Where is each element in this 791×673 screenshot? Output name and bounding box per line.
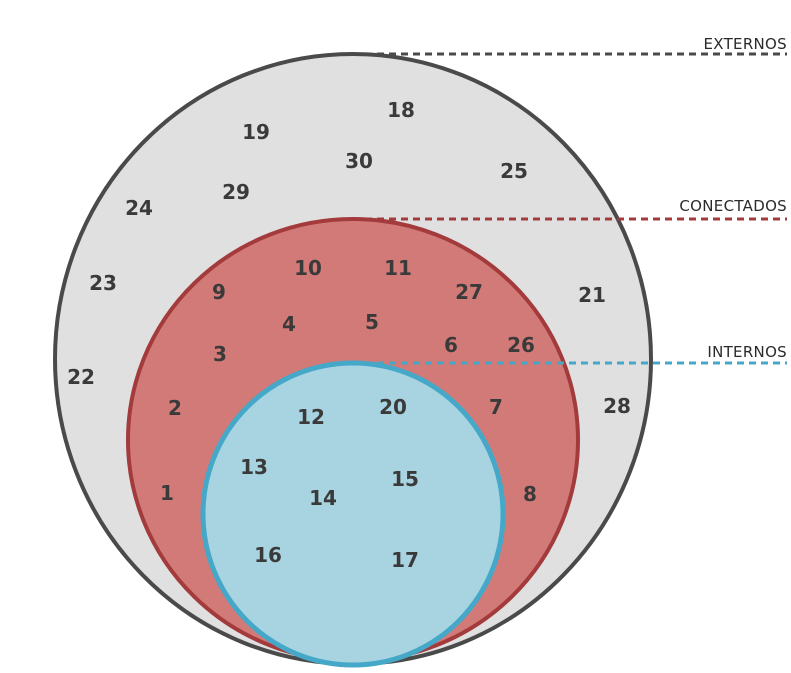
member-label: 28 <box>603 394 631 418</box>
member-label: 5 <box>365 310 379 334</box>
member-label: 24 <box>125 196 153 220</box>
member-label: 9 <box>212 280 226 304</box>
member-label: 17 <box>391 548 419 572</box>
member-label: 6 <box>444 333 458 357</box>
member-label: 7 <box>489 395 503 419</box>
member-label: 3 <box>213 342 227 366</box>
member-label: 18 <box>387 98 415 122</box>
member-label: 13 <box>240 455 268 479</box>
externos-label: EXTERNOS <box>703 35 787 53</box>
member-label: 15 <box>391 467 419 491</box>
member-label: 25 <box>500 159 528 183</box>
member-label: 16 <box>254 543 282 567</box>
member-label: 19 <box>242 120 270 144</box>
member-label: 10 <box>294 256 322 280</box>
member-label: 14 <box>309 486 337 510</box>
externos-members: 18 19 30 25 24 29 23 21 22 28 <box>67 98 631 418</box>
internos-circle <box>200 360 506 668</box>
member-label: 26 <box>507 333 535 357</box>
conectados-members: 10 11 9 27 4 5 3 6 26 2 7 1 8 <box>160 256 537 506</box>
member-label: 29 <box>222 180 250 204</box>
internos-members: 12 20 13 15 14 16 17 <box>240 395 419 572</box>
member-label: 1 <box>160 481 174 505</box>
internos-label: INTERNOS <box>707 343 787 361</box>
region-internos: INTERNOS <box>200 343 787 668</box>
member-label: 27 <box>455 280 483 304</box>
conectados-label: CONECTADOS <box>679 197 787 215</box>
member-label: 20 <box>379 395 407 419</box>
member-label: 11 <box>384 256 412 280</box>
member-label: 23 <box>89 271 117 295</box>
member-label: 8 <box>523 482 537 506</box>
member-label: 21 <box>578 283 606 307</box>
member-label: 30 <box>345 149 373 173</box>
member-label: 4 <box>282 312 296 336</box>
member-label: 22 <box>67 365 95 389</box>
member-label: 12 <box>297 405 325 429</box>
member-label: 2 <box>168 396 182 420</box>
